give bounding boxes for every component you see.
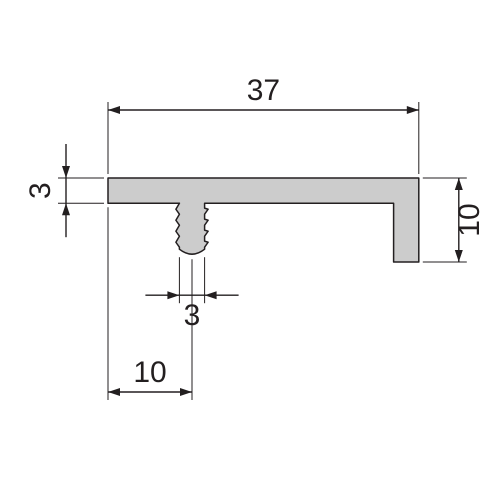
dim-arrow: [108, 388, 120, 396]
dim-value: 37: [247, 74, 280, 107]
dim-value: 3: [24, 182, 57, 199]
dim-arrow: [455, 178, 463, 190]
dim-value: 10: [453, 203, 486, 236]
dim-arrow: [62, 166, 70, 178]
dim-arrow: [167, 291, 179, 299]
dim-arrow: [205, 291, 217, 299]
dim-arrow: [108, 106, 120, 114]
dim-arrow: [180, 388, 192, 396]
dim-arrow: [407, 106, 419, 114]
profile-drawing: 37310310: [0, 0, 500, 500]
profile-outline: [108, 178, 419, 262]
dim-value: 10: [133, 356, 166, 389]
dim-arrow: [62, 203, 70, 215]
dim-arrow: [455, 250, 463, 262]
